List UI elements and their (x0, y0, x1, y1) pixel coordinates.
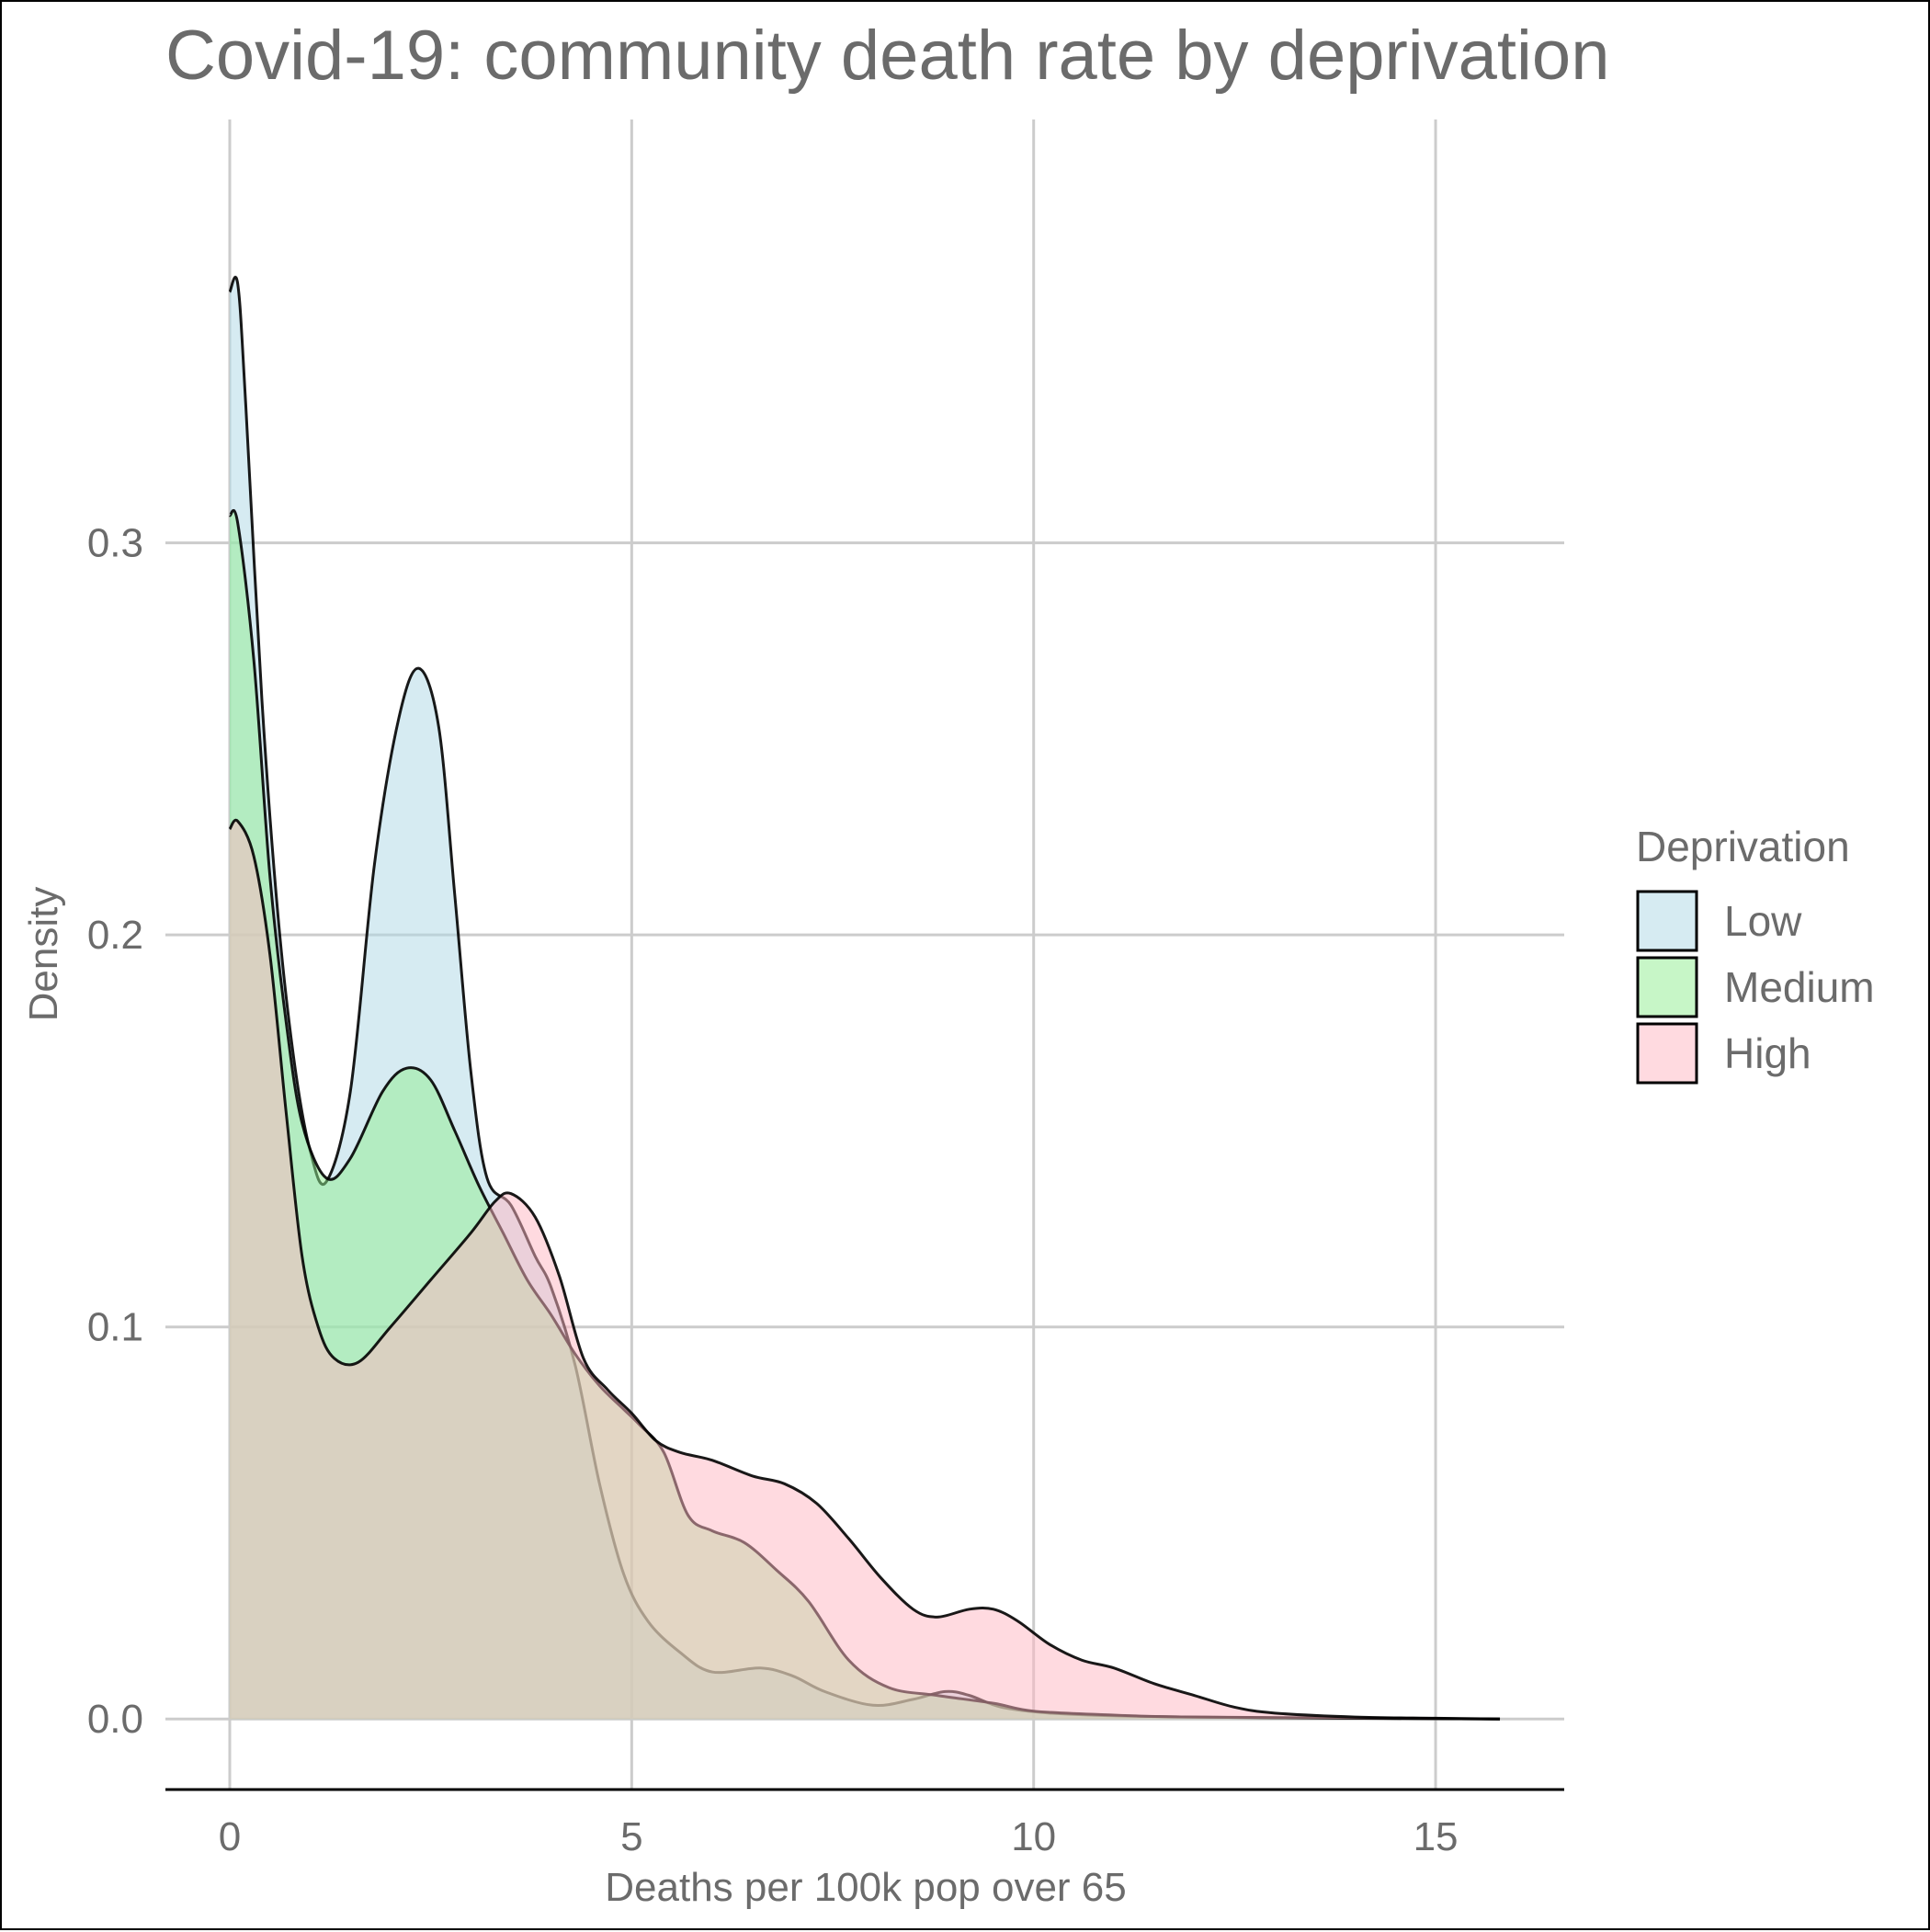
legend-item-high: High (1636, 1022, 1811, 1085)
y-tick-label: 0.0 (87, 1697, 143, 1742)
legend-swatch-high (1636, 1022, 1698, 1085)
y-tick-label: 0.2 (87, 913, 143, 958)
legend-item-low: Low (1636, 890, 1802, 952)
y-tick-labels: 0.0 0.1 0.2 0.3 (87, 521, 143, 1743)
x-axis-title: Deaths per 100k pop over 65 (605, 1865, 1127, 1910)
x-tick-label: 10 (1011, 1814, 1056, 1859)
legend-item-medium: Medium (1636, 956, 1875, 1018)
y-tick-label: 0.3 (87, 521, 143, 566)
legend-label-medium: Medium (1724, 963, 1875, 1011)
legend-label-high: High (1724, 1029, 1811, 1077)
y-tick-label: 0.1 (87, 1305, 143, 1350)
legend-label-low: Low (1724, 897, 1802, 945)
legend-swatch-low (1636, 890, 1698, 952)
x-tick-label: 0 (219, 1814, 241, 1859)
legend-title: Deprivation (1636, 823, 1850, 870)
x-tick-label: 5 (620, 1814, 642, 1859)
chart-title: Covid-19: community death rate by depriv… (165, 17, 1609, 95)
x-tick-label: 15 (1413, 1814, 1459, 1859)
y-axis-title: Density (21, 887, 66, 1022)
legend-swatch-medium (1636, 956, 1698, 1018)
density-line-high (228, 818, 1501, 1721)
density-area-high (229, 820, 1501, 1720)
x-tick-labels: 0 5 10 15 (219, 1814, 1459, 1859)
density-areas (228, 276, 1501, 1721)
legend: Deprivation Low Medium High (1636, 823, 1875, 1085)
